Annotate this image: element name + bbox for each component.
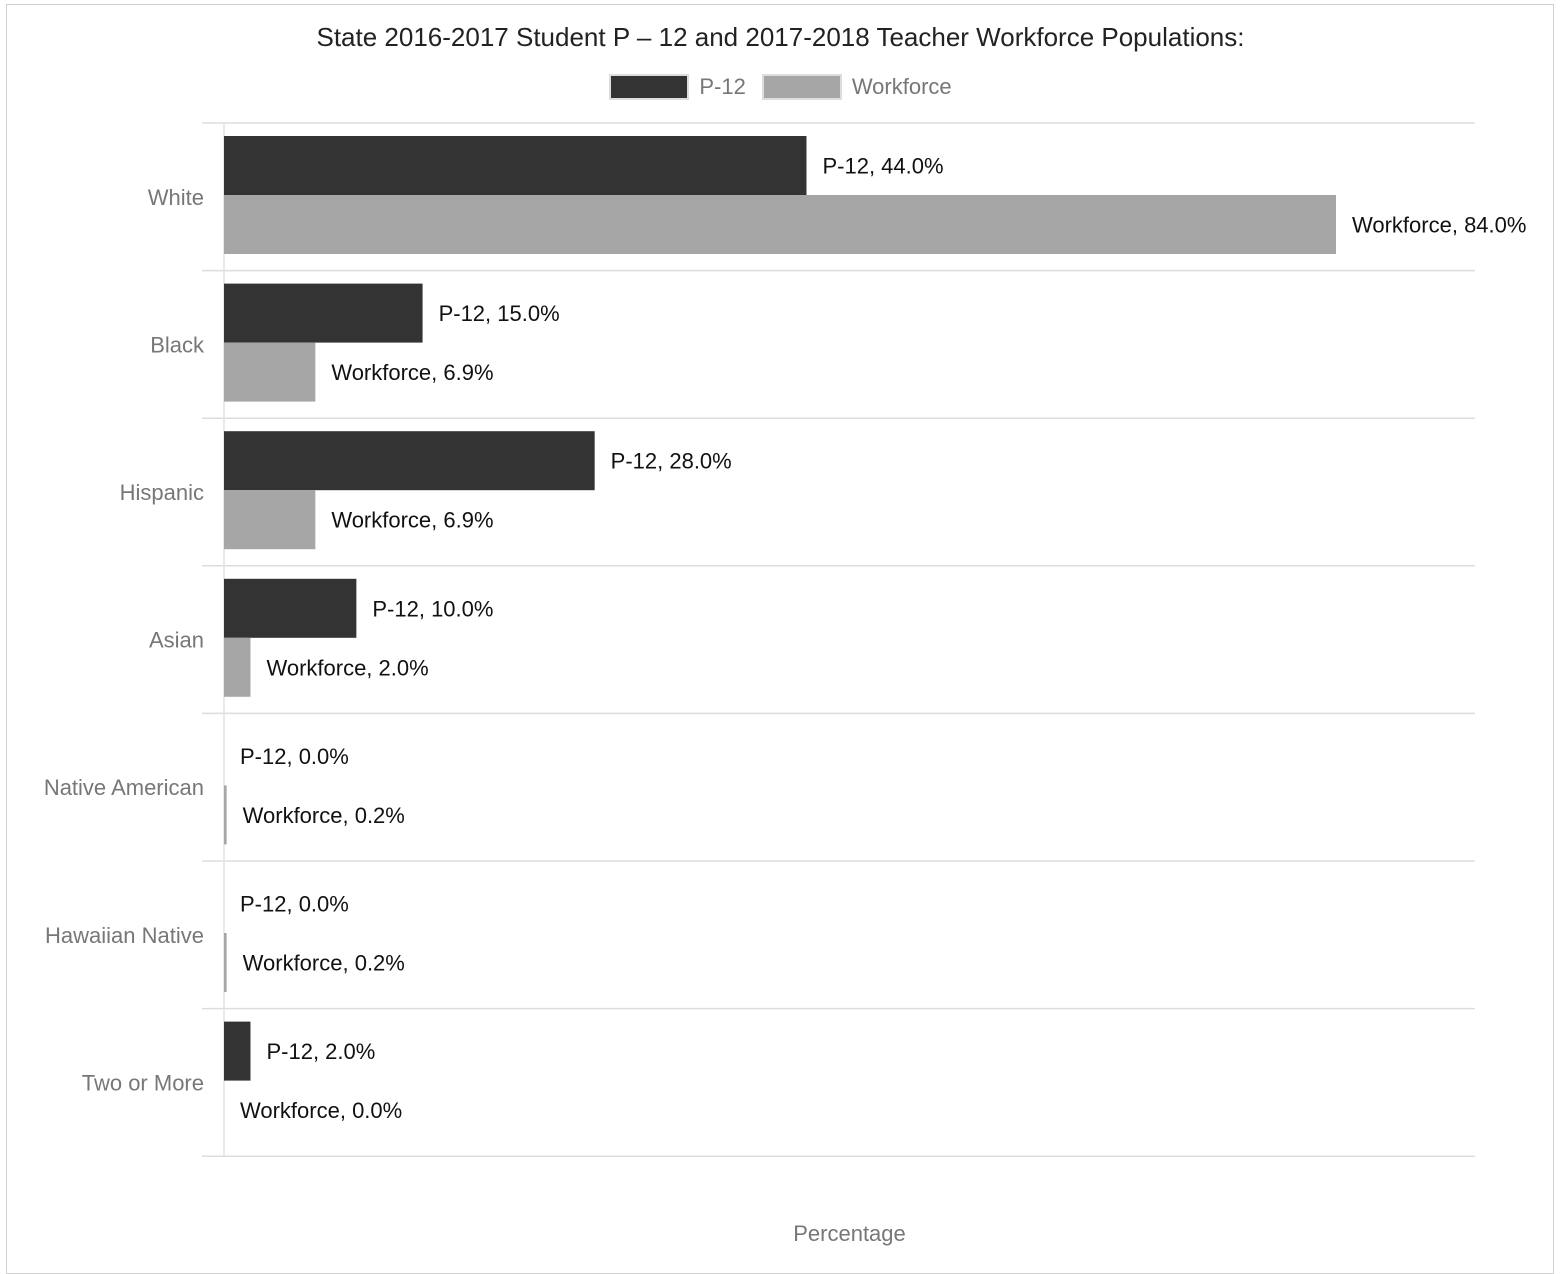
category-label: Native American [44,775,204,800]
bar-p12 [224,1021,251,1081]
category-label: White [148,185,204,210]
legend-label-workforce: Workforce [851,74,952,99]
data-label: P-12, 28.0% [611,449,732,474]
bar-workforce [224,637,251,697]
category-label: Two or More [82,1070,204,1095]
category-label: Hispanic [120,480,204,505]
bar-p12 [224,431,595,491]
bar-p12 [224,578,357,638]
data-label: Workforce, 0.0% [240,1098,402,1123]
chart-legend: P-12 Workforce [0,74,1561,100]
legend-swatch-workforce [761,74,842,100]
data-label: Workforce, 0.2% [243,803,405,828]
bar-workforce [224,933,227,992]
data-label: P-12, 0.0% [240,892,349,917]
bar-workforce [224,785,227,845]
legend-item-p12[interactable]: P-12 [609,74,746,100]
data-label: P-12, 2.0% [266,1039,375,1064]
data-label: Workforce, 84.0% [1352,213,1526,238]
data-label: Workforce, 0.2% [243,951,405,976]
category-label: Black [150,332,205,357]
data-label: P-12, 0.0% [240,744,349,769]
category-label: Asian [149,628,204,653]
data-label: Workforce, 2.0% [266,655,428,680]
data-label: P-12, 15.0% [439,301,560,326]
bar-p12 [224,283,423,343]
legend-item-workforce[interactable]: Workforce [761,74,952,100]
bar-p12 [224,136,807,195]
category-label: Hawaiian Native [45,923,204,948]
data-label: Workforce, 6.9% [331,360,493,385]
bar-workforce [224,490,316,550]
legend-label-p12: P-12 [699,74,746,99]
data-label: P-12, 44.0% [822,154,943,179]
chart-title: State 2016-2017 Student P – 12 and 2017-… [316,22,1245,52]
data-label: Workforce, 6.9% [331,508,493,533]
x-axis-title: Percentage [793,1221,906,1246]
data-label: P-12, 10.0% [372,596,493,621]
bar-workforce [224,195,1336,254]
bar-workforce [224,342,316,402]
legend-swatch-p12 [609,74,690,100]
